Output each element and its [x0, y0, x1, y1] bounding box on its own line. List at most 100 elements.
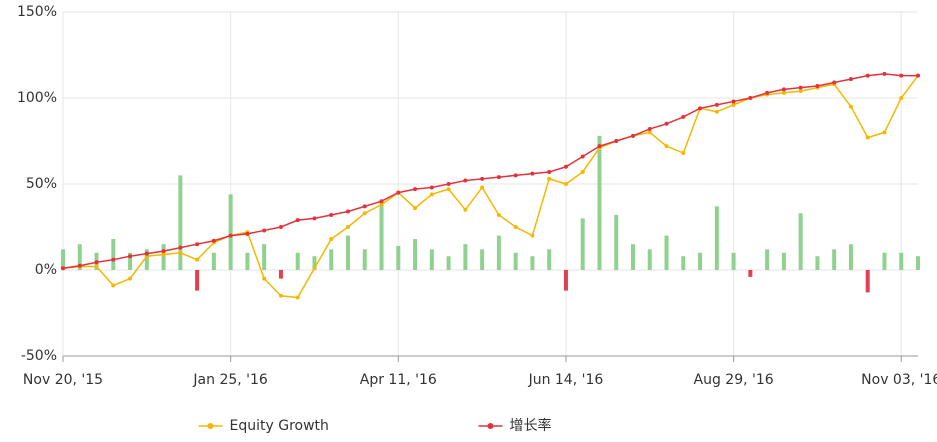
bar: [144, 249, 149, 270]
point: [664, 144, 669, 149]
point: [832, 80, 837, 85]
point: [312, 266, 317, 271]
bar: [446, 256, 451, 270]
point: [295, 295, 300, 300]
point: [228, 233, 233, 238]
bar: [111, 239, 116, 270]
point: [379, 199, 384, 204]
bar: [195, 270, 200, 291]
point: [312, 216, 317, 221]
point: [882, 130, 887, 135]
bar: [798, 213, 803, 270]
bar: [463, 244, 468, 270]
point: [731, 102, 736, 107]
point: [798, 89, 803, 94]
bar: [563, 270, 568, 291]
bar: [77, 244, 82, 270]
bar: [346, 235, 350, 270]
point: [480, 185, 485, 190]
y-tick-label: -50%: [21, 348, 57, 364]
x-tick-label: Jan 25, '16: [192, 372, 268, 388]
point: [748, 96, 753, 100]
point: [865, 73, 870, 78]
point: [94, 264, 99, 269]
point: [916, 73, 920, 78]
point: [161, 249, 166, 254]
point: [329, 212, 334, 217]
point: [111, 257, 116, 262]
point: [513, 225, 518, 229]
point: [714, 109, 719, 114]
bar: [865, 270, 870, 293]
bar: [765, 249, 770, 270]
point: [765, 90, 770, 95]
legend-marker: [487, 423, 494, 429]
point: [815, 83, 820, 88]
bar: [262, 244, 267, 270]
bar: [547, 249, 552, 270]
point: [262, 276, 267, 281]
point: [563, 164, 568, 169]
point: [111, 283, 116, 288]
x-tick-label: Nov 03, '16: [861, 372, 937, 388]
bar: [128, 252, 133, 270]
point: [698, 106, 703, 111]
point: [530, 233, 535, 238]
point: [899, 96, 904, 100]
point: [882, 71, 887, 76]
point: [899, 73, 904, 78]
bar: [631, 244, 635, 270]
legend-label: Equity Growth: [230, 418, 329, 434]
legend-marker: [207, 423, 214, 429]
bar: [731, 252, 736, 270]
point: [429, 192, 434, 197]
point: [362, 204, 367, 209]
point: [547, 169, 552, 174]
bar: [580, 218, 585, 270]
point: [681, 151, 686, 156]
bar: [916, 256, 920, 270]
point: [94, 260, 99, 265]
point: [61, 266, 65, 271]
point: [798, 85, 803, 90]
point: [262, 228, 267, 233]
bar: [647, 249, 652, 270]
point: [463, 178, 468, 183]
point: [429, 185, 434, 190]
y-tick-label: 50%: [26, 176, 57, 192]
bar: [530, 256, 535, 270]
point: [329, 237, 334, 242]
bar: [312, 256, 317, 270]
point: [781, 87, 786, 92]
point: [211, 238, 216, 243]
point: [144, 251, 149, 256]
point: [396, 190, 401, 195]
bar: [664, 235, 669, 270]
point: [681, 114, 686, 119]
bar: [362, 249, 367, 270]
bar: [899, 252, 904, 270]
y-tick-label: 150%: [17, 4, 57, 20]
point: [278, 225, 283, 229]
point: [128, 254, 133, 259]
point: [597, 144, 602, 149]
point: [245, 231, 250, 236]
point: [664, 121, 669, 126]
legend-label: 增长率: [510, 417, 552, 434]
bar: [614, 214, 619, 270]
bar: [429, 249, 434, 270]
bar: [714, 206, 719, 270]
bar: [496, 235, 501, 270]
line: [62, 75, 919, 299]
point: [346, 209, 350, 214]
bar: [161, 244, 166, 270]
point: [714, 102, 719, 107]
bar: [413, 239, 418, 270]
point: [178, 250, 183, 255]
point: [647, 130, 652, 135]
point: [362, 211, 367, 216]
point: [547, 176, 552, 181]
point: [128, 276, 133, 281]
bar: [245, 252, 250, 270]
